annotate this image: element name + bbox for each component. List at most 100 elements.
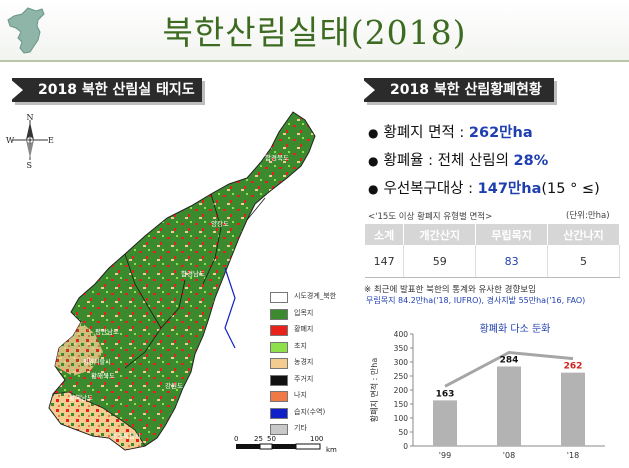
- scale-label: 25: [254, 435, 263, 443]
- chart-category-label: '99: [439, 451, 451, 460]
- table-unit: (단위:만ha): [566, 211, 610, 221]
- chart-trend-line: [444, 350, 574, 388]
- legend-item: 습지(수역): [270, 406, 360, 423]
- legend-swatch: [270, 292, 288, 303]
- legend-label: 농경지: [294, 358, 314, 366]
- korea-peninsula-icon: [7, 7, 45, 54]
- page-title: 북한산림실태(2018): [162, 13, 467, 52]
- region-label: 평양직할시: [83, 358, 111, 366]
- legend-swatch: [270, 407, 288, 419]
- region-label: 평안북도: [63, 281, 87, 290]
- legend-swatch: [270, 325, 288, 336]
- forest-map: 함경북도 양강도 자강도 평안북도 함경남도 평안남도 황해북도 황해남도 강원…: [48, 111, 316, 451]
- scale-unit: km: [326, 446, 337, 454]
- table-header-row: 소계 개간산지 무립목지 산간나지: [365, 224, 620, 245]
- region-label: 함경북도: [265, 153, 289, 162]
- legend-label: 황폐지: [294, 325, 314, 333]
- region-label: 강원도: [165, 381, 183, 390]
- legend-item: 기타: [270, 422, 360, 439]
- legend-label: 주거지: [294, 374, 314, 383]
- legend-label: 기타: [294, 424, 307, 432]
- chart-category-label: '08: [503, 451, 515, 460]
- scale-bar: 0 25 50 100 km: [234, 435, 337, 454]
- compass-n: N: [27, 113, 34, 122]
- legend-item: 나지: [270, 389, 360, 406]
- compass-w: W: [6, 136, 15, 145]
- chart-category-label: '18: [567, 451, 579, 460]
- chart-bar: [561, 372, 585, 446]
- legend-swatch: [270, 391, 288, 402]
- bullet-icon: ●: [368, 126, 379, 140]
- chart-ytick-label: 350: [394, 344, 409, 353]
- chart-data-label: 163: [436, 389, 455, 399]
- chart-ytick-label: 150: [394, 400, 409, 409]
- chart-bar: [433, 400, 457, 446]
- note-source: 무립목지 84.2만ha('18, IUFRO), 경사지밭 55만ha('16…: [366, 296, 586, 305]
- bullet-icon: ●: [368, 182, 379, 196]
- legend-label: 나지: [294, 391, 307, 399]
- chart-data-label: 284: [500, 355, 519, 365]
- chart-ytick-label: 0: [403, 442, 408, 451]
- table-header: 소계: [365, 224, 405, 245]
- legend-label: 시도경계_북한: [294, 292, 337, 300]
- compass-e: E: [48, 136, 54, 145]
- region-label: 평안남도: [95, 327, 119, 336]
- right-section-label: 2018 북한 산림황폐현황: [361, 78, 554, 102]
- legend-swatch: [270, 341, 288, 353]
- legend-swatch: [270, 308, 288, 320]
- table-cell: 83: [475, 245, 549, 278]
- legend-item: 농경지: [270, 356, 360, 373]
- table-header: 개간산지: [403, 224, 477, 245]
- table-header: 산간나지: [547, 224, 620, 245]
- legend-item: 주거지: [270, 373, 360, 390]
- legend-label: 초지: [294, 341, 307, 350]
- table-cell: 59: [403, 245, 477, 278]
- table-cell: 147: [365, 245, 405, 278]
- chart-data-label: 262: [564, 362, 583, 372]
- header-divider: [0, 60, 629, 62]
- scale-label: 0: [234, 435, 238, 443]
- table-cell: 5: [547, 245, 620, 278]
- bullet-icon: ●: [368, 154, 379, 168]
- note-line: ※ 최근에 발표한 북한의 통계와 유사한 경향보임: [364, 285, 536, 295]
- region-label: 황해남도: [69, 393, 93, 402]
- chart-ylabel: 황폐지 면적 : 만ha: [369, 358, 379, 423]
- region-label: 함경남도: [181, 269, 205, 278]
- legend-swatch: [270, 358, 288, 369]
- region-label: 자강도: [111, 237, 129, 246]
- deforestation-type-table: 소계 개간산지 무립목지 산간나지 147 59 83 5: [365, 224, 620, 278]
- chart-title: 황폐화 다소 둔화: [480, 323, 551, 335]
- compass-s: S: [27, 161, 32, 168]
- left-section-label: 2018 북한 산림실 태지도: [9, 78, 202, 102]
- legend-swatch: [270, 424, 288, 435]
- table-caption: <'15도 이상 황폐지 유형별 면적>: [368, 212, 493, 222]
- legend-swatch: [270, 374, 288, 386]
- chart-bar: [497, 366, 521, 446]
- region-label: 개성특급시: [111, 431, 141, 440]
- chart-ytick-label: 400: [394, 330, 409, 339]
- stat-deforested-area: ● 황폐지 면적 : 262만ha: [368, 125, 533, 141]
- chart-ytick-label: 200: [394, 386, 409, 395]
- chart-ytick-label: 250: [394, 372, 409, 381]
- legend-item: 입목지: [270, 307, 360, 324]
- table-row: 147 59 83 5: [365, 245, 620, 278]
- table-header: 무립목지: [475, 224, 549, 245]
- chart-ytick-label: 300: [394, 358, 409, 367]
- compass-icon: N S W E: [6, 113, 54, 168]
- chart-ytick-label: 50: [398, 428, 408, 437]
- region-label: 양강도: [211, 219, 229, 228]
- legend-label: 입목지: [294, 308, 314, 317]
- region-label: 황해북도: [91, 371, 115, 380]
- chart-ytick-label: 100: [394, 414, 409, 423]
- legend-item: 초지: [270, 340, 360, 357]
- header-bar: [0, 0, 629, 62]
- legend-item: 황폐지: [270, 323, 360, 340]
- scale-label: 100: [310, 435, 323, 443]
- legend-label: 습지(수역): [294, 407, 326, 416]
- scale-label: 50: [267, 435, 276, 443]
- stat-deforestation-rate: ● 황폐율 : 전체 산림의 28%: [368, 153, 549, 169]
- legend-item: 시도경계_북한: [270, 290, 360, 307]
- stat-priority-restoration: ● 우선복구대상 : 147만ha(15 ° ≤): [368, 181, 600, 197]
